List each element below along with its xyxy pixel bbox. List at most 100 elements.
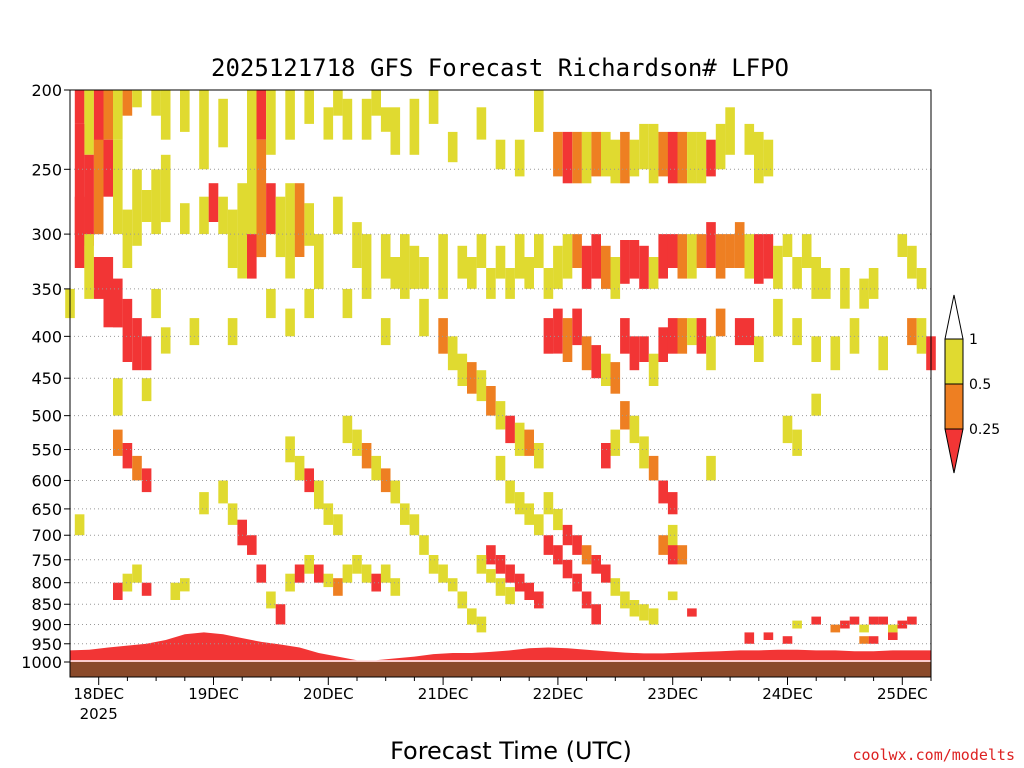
ri-cell bbox=[160, 327, 171, 354]
ri-cell bbox=[591, 604, 601, 625]
ri-cell bbox=[706, 336, 716, 371]
y-tick-label: 500 bbox=[31, 407, 62, 426]
ri-cell bbox=[113, 378, 123, 416]
ri-cell bbox=[285, 90, 295, 140]
ri-cell bbox=[792, 620, 802, 629]
ri-cell bbox=[400, 234, 410, 299]
ri-cell bbox=[227, 318, 238, 346]
ri-cell bbox=[811, 393, 821, 416]
ri-cell bbox=[667, 492, 678, 515]
ri-cell bbox=[725, 234, 735, 268]
ri-cell bbox=[505, 564, 515, 583]
ri-cell bbox=[342, 98, 353, 140]
ri-cell bbox=[141, 582, 152, 596]
y-tick-label: 700 bbox=[31, 526, 62, 545]
ri-cell bbox=[132, 169, 142, 246]
ri-cell bbox=[734, 318, 745, 346]
ri-cell bbox=[907, 245, 917, 279]
ri-cell bbox=[667, 535, 678, 565]
ri-cell bbox=[314, 480, 324, 509]
ri-cell bbox=[696, 234, 707, 268]
ri-cell bbox=[476, 370, 487, 402]
ri-cell bbox=[868, 636, 879, 644]
ri-cell bbox=[256, 90, 267, 140]
x-axis-label: Forecast Time (UTC) bbox=[390, 737, 632, 765]
x-axis: 18DEC 2025 19DEC 20DEC 21DEC 22DEC 23DEC 24DEC 2… bbox=[73, 677, 932, 723]
ri-cell bbox=[323, 503, 334, 525]
ri-cell bbox=[314, 234, 324, 289]
ri-cell bbox=[294, 564, 305, 583]
ri-cell bbox=[361, 443, 372, 469]
ri-cell bbox=[151, 169, 161, 235]
ri-cell bbox=[773, 245, 783, 289]
ri-cell bbox=[524, 429, 534, 456]
credit-text: coolwx.com/modelts bbox=[852, 746, 1015, 764]
ri-cell bbox=[658, 535, 668, 555]
x-tick-label: 22DEC bbox=[533, 685, 584, 703]
ri-cell bbox=[352, 555, 362, 574]
ri-cell bbox=[610, 578, 621, 596]
ri-cell bbox=[505, 268, 515, 299]
ri-cell bbox=[495, 401, 506, 430]
ri-cell bbox=[610, 139, 621, 184]
ri-cell bbox=[667, 524, 678, 546]
ri-cell bbox=[199, 90, 209, 170]
ri-cell bbox=[486, 569, 496, 583]
x-tick-label: 20DEC bbox=[303, 685, 354, 703]
ri-cell bbox=[562, 131, 573, 184]
y-tick-label: 300 bbox=[31, 225, 62, 244]
ri-cell bbox=[170, 582, 181, 600]
ri-cell bbox=[581, 336, 592, 371]
ri-cell bbox=[591, 131, 601, 177]
ri-cell bbox=[247, 535, 257, 555]
ri-cell bbox=[103, 257, 114, 328]
ri-cell bbox=[534, 591, 544, 609]
x-tick-label: 19DEC bbox=[188, 685, 239, 703]
ri-cell bbox=[132, 90, 142, 108]
ri-cell bbox=[916, 318, 927, 354]
ri-cell bbox=[371, 455, 381, 481]
legend-label: 0.5 bbox=[969, 377, 991, 393]
ri-cell bbox=[667, 591, 678, 601]
ri-cell bbox=[419, 535, 429, 555]
ri-cell bbox=[218, 98, 228, 148]
ri-cell bbox=[782, 234, 793, 257]
ri-cell bbox=[782, 636, 793, 644]
ri-cell bbox=[648, 353, 659, 386]
boundary-layer-band bbox=[70, 632, 931, 662]
ri-cell bbox=[629, 336, 640, 371]
ri-cell bbox=[629, 600, 640, 617]
x-tick-label: 24DEC bbox=[762, 685, 813, 703]
ri-cell bbox=[610, 429, 621, 456]
ri-cell bbox=[457, 353, 468, 386]
ri-cell bbox=[447, 131, 458, 163]
ri-cell bbox=[849, 616, 860, 625]
ri-cell bbox=[581, 591, 592, 609]
ri-cell bbox=[132, 564, 142, 583]
ri-cell bbox=[486, 545, 496, 565]
ri-cell bbox=[189, 318, 200, 346]
ri-cell bbox=[658, 234, 668, 279]
ri-cell bbox=[256, 564, 267, 583]
ri-cell bbox=[620, 131, 630, 184]
ri-cell bbox=[534, 514, 544, 536]
ri-cell bbox=[380, 564, 391, 583]
ri-cell bbox=[438, 234, 448, 299]
ri-cell bbox=[141, 378, 152, 402]
ri-cell bbox=[715, 308, 726, 337]
ri-cell bbox=[639, 123, 649, 170]
ri-cell bbox=[687, 234, 697, 279]
ri-cell bbox=[122, 90, 133, 116]
ri-cell bbox=[677, 234, 688, 279]
ri-cell bbox=[275, 604, 286, 625]
ri-cell bbox=[620, 591, 630, 609]
ri-cell bbox=[514, 139, 525, 177]
ri-cell bbox=[476, 616, 487, 633]
ri-cell bbox=[113, 139, 123, 235]
ri-cell bbox=[409, 514, 420, 536]
legend-swatch bbox=[944, 383, 964, 430]
ri-cell bbox=[285, 308, 295, 337]
legend-swatch bbox=[944, 338, 964, 385]
y-tick-label: 550 bbox=[31, 441, 62, 460]
ri-cell bbox=[380, 107, 391, 132]
